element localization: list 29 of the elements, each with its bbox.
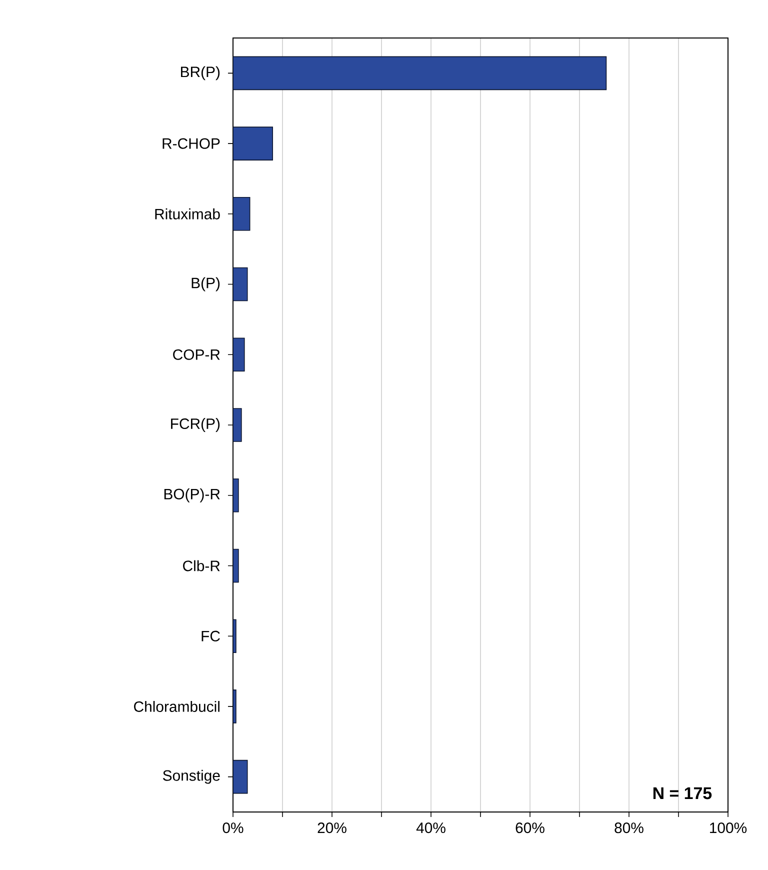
x-tick-label: 100% [710,822,747,834]
bar [233,619,236,653]
y-tick-label: B(P) [192,277,220,292]
y-tick-label: COP-R [173,349,220,360]
bar [233,267,248,302]
bar [233,56,607,90]
bar [233,548,239,583]
x-tick-label: 40% [416,822,446,834]
y-tick-label: Chlorambucil [134,700,220,712]
bar [233,690,236,724]
bar [233,760,248,794]
y-tick-label: BR(P) [181,66,220,80]
x-tick-label: 80% [614,822,644,834]
x-tick-label: 20% [318,822,346,834]
y-tick-label: R-CHOP [162,138,220,149]
y-tick-label: Clb-R [183,560,220,572]
x-tick-label: 60% [516,822,544,834]
y-tick-label: FCR(P) [171,418,220,432]
y-tick-label: Rituximab [155,208,220,220]
bar [233,338,245,372]
y-tick-label: FC [202,630,220,642]
annotation: N = 175 [653,787,712,800]
bar [233,408,242,442]
bar [233,478,239,512]
x-tick-label: 0% [222,822,244,834]
bar [233,197,250,231]
y-tick-label: Sonstige [162,770,220,784]
y-tick-label: BO(P)-R [164,488,220,502]
bar [233,126,273,160]
